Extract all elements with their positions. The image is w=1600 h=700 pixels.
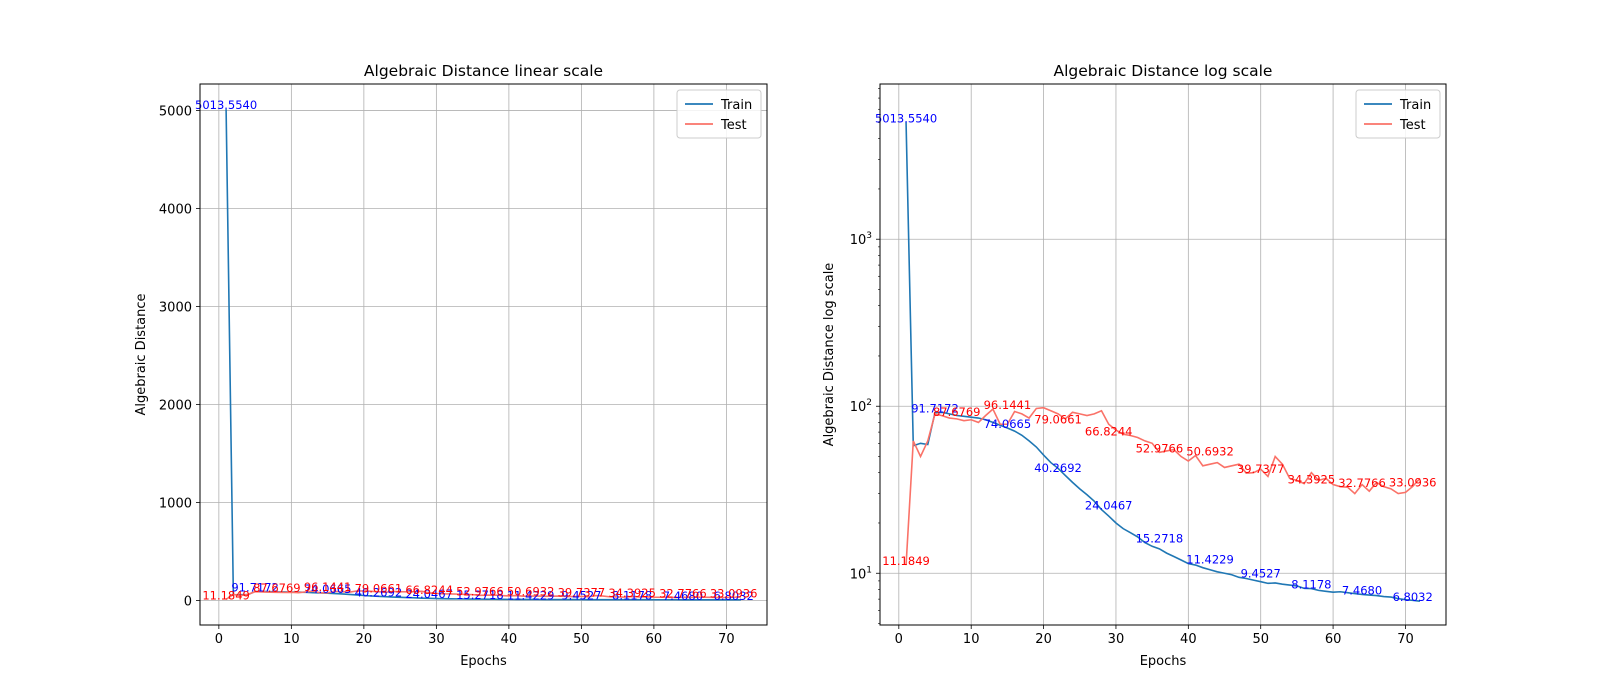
x-tick-label: 50	[1252, 632, 1269, 647]
y-axis-label: Algebraic Distance log scale	[822, 263, 837, 447]
data-label-train: 74.0665	[984, 417, 1032, 431]
x-tick-label: 0	[895, 632, 903, 647]
x-tick-label: 0	[215, 632, 223, 647]
x-tick-label: 10	[963, 632, 980, 647]
data-label-test: 66.8244	[405, 583, 453, 597]
legend: Train Test	[676, 89, 762, 139]
axes-frame	[199, 83, 768, 626]
chart-panel-1: 0 10 20 30 40 50 60 70 0 1000 2000 3000 4000 5000 5013…	[134, 62, 768, 669]
data-label-test: 50.6932	[507, 585, 555, 599]
data-label-train: 91.7172	[911, 402, 959, 416]
x-tick-label: 20	[1035, 632, 1052, 647]
y-tick-label: 101	[850, 565, 872, 582]
x-tick-label: 60	[646, 632, 663, 647]
axes-frame	[879, 83, 1447, 626]
data-label-train: 5013.5540	[875, 111, 937, 125]
data-label-train: 74.0665	[304, 582, 352, 596]
x-axis-label: Epochs	[460, 654, 507, 669]
data-label-train: 15.2718	[1136, 532, 1184, 546]
data-label-test: 79.0661	[1034, 412, 1082, 426]
data-label-train: 8.1178	[1291, 577, 1331, 591]
legend-label-test: Test	[720, 118, 747, 133]
x-tick-label: 30	[428, 632, 445, 647]
x-tick-label: 20	[356, 632, 373, 647]
data-label-train: 6.8032	[714, 589, 754, 603]
x-tick-label: 40	[501, 632, 518, 647]
legend-box	[1355, 89, 1441, 139]
data-label-test: 39.7377	[558, 586, 606, 600]
x-tick-label: 50	[573, 632, 590, 647]
y-axis-label: Algebraic Distance	[134, 293, 149, 415]
data-label-test: 32.7766	[1338, 476, 1386, 490]
data-label-test: 11.1849	[882, 554, 930, 568]
data-label-test: 96.1441	[984, 398, 1032, 412]
x-tick-label: 70	[718, 632, 735, 647]
data-label-train: 8.1178	[612, 589, 652, 603]
data-label-test: 52.9766	[1136, 441, 1184, 455]
y-tick-label: 0	[184, 594, 192, 609]
x-tick-label: 60	[1325, 632, 1342, 647]
data-label-train: 24.0467	[1085, 499, 1133, 513]
data-label-train: 7.4680	[663, 589, 703, 603]
series-line-train	[905, 122, 1421, 602]
data-label-test: 33.0936	[1389, 475, 1437, 489]
chart-title: Algebraic Distance log scale	[1054, 62, 1273, 80]
series-line-train	[225, 109, 741, 601]
legend-label-train: Train	[720, 98, 752, 113]
data-label-test: 87.6769	[253, 581, 301, 595]
data-label-train: 91.7172	[231, 581, 279, 595]
y-tick-label: 2000	[159, 398, 192, 413]
x-tick-label: 30	[1108, 632, 1125, 647]
y-tick-label: 4000	[159, 202, 192, 217]
data-label-train: 7.4680	[1342, 583, 1382, 597]
data-label-test: 50.6932	[1186, 445, 1234, 459]
data-label-train: 6.8032	[1393, 590, 1433, 604]
data-label-train: 24.0467	[405, 587, 453, 601]
chart-title: Algebraic Distance linear scale	[364, 62, 603, 80]
legend: Train Test	[1355, 89, 1441, 139]
data-label-test: 39.7377	[1237, 462, 1285, 476]
data-label-test: 96.1441	[304, 580, 352, 594]
data-label-test: 87.6769	[933, 405, 981, 419]
plot-area	[225, 109, 741, 601]
x-tick-label: 70	[1397, 632, 1414, 647]
y-tick-label: 1000	[159, 496, 192, 511]
series-line-test	[225, 590, 741, 601]
data-label-train: 40.2692	[355, 586, 403, 600]
data-label-train: 11.4229	[1186, 553, 1234, 567]
data-label-test: 66.8244	[1085, 424, 1133, 438]
data-label-test: 34.3925	[1288, 473, 1336, 487]
y-tick-label: 5000	[159, 104, 192, 119]
y-tick-label: 103	[850, 231, 872, 248]
data-label-train: 5013.5540	[195, 98, 257, 112]
y-tick-label: 102	[850, 398, 872, 415]
legend-label-test: Test	[1399, 118, 1426, 133]
data-label-train: 9.4527	[1241, 566, 1281, 580]
chart-panel-2: 0 10 20 30 40 50 60 70 101 102 103 5013.5540 91.7172…	[822, 62, 1447, 669]
data-label-test: 11.1849	[202, 588, 250, 602]
data-label-test: 32.7766	[659, 586, 707, 600]
x-axis-label: Epochs	[1140, 654, 1187, 669]
plot-area	[905, 122, 1421, 602]
data-label-test: 52.9766	[456, 584, 504, 598]
data-label-test: 33.0936	[710, 586, 758, 600]
x-tick-label: 40	[1180, 632, 1197, 647]
data-label-train: 40.2692	[1034, 461, 1082, 475]
data-label-test: 34.3925	[608, 586, 656, 600]
data-label-test: 79.0661	[355, 582, 403, 596]
data-label-train: 11.4229	[507, 588, 555, 602]
x-tick-label: 10	[283, 632, 300, 647]
series-line-test	[905, 406, 1421, 566]
legend-label-train: Train	[1399, 98, 1431, 113]
y-tick-label: 3000	[159, 300, 192, 315]
data-label-train: 15.2718	[456, 588, 504, 602]
legend-box	[676, 89, 762, 139]
data-label-train: 9.4527	[561, 589, 601, 603]
